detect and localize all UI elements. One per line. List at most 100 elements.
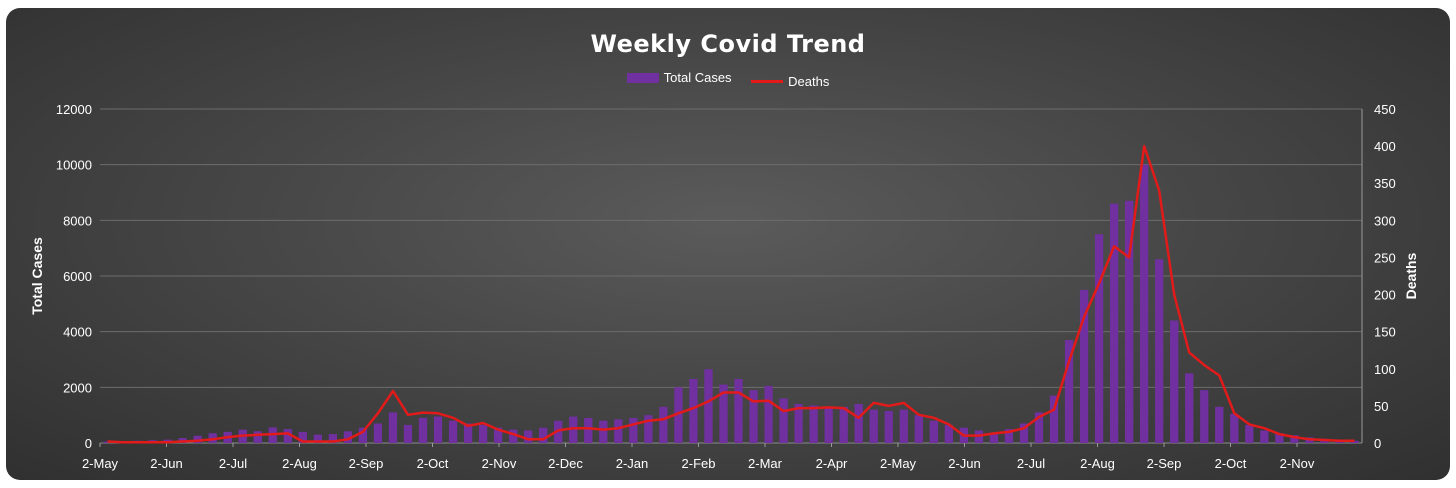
- case-bar: [253, 431, 262, 443]
- chart-plot: 0 2000 4000 6000 8000 10000 12000 0 50 100 150 200 2…: [29, 102, 1419, 471]
- case-bar: [1245, 424, 1254, 443]
- y2-tick-label: 400: [1374, 139, 1396, 154]
- y2-tick-label: 0: [1374, 436, 1381, 451]
- case-bar: [689, 378, 698, 443]
- legend-item-cases: Total Cases: [626, 70, 732, 85]
- x-tick-label: 2-Aug: [1080, 456, 1115, 471]
- case-bar: [1034, 412, 1044, 443]
- y-tick-label: 2000: [63, 380, 92, 395]
- case-bar: [283, 429, 292, 443]
- case-bar: [899, 409, 908, 443]
- x-tick-label: 2-Jul: [219, 456, 247, 471]
- y2-tick-label: 350: [1374, 176, 1396, 191]
- chart-frame: Weekly Covid Trend Total Cases Deaths 0 2…: [6, 8, 1450, 480]
- case-bar: [1275, 433, 1284, 443]
- case-bar: [463, 423, 473, 443]
- case-bar: [509, 429, 518, 443]
- case-bar: [809, 405, 818, 443]
- x-tick-label: 2-Sep: [1147, 456, 1182, 471]
- case-bar: [914, 415, 923, 443]
- y2-tick-label: 300: [1374, 213, 1396, 228]
- legend-item-deaths: Deaths: [751, 74, 829, 89]
- x-tick-label: 2-Oct: [417, 456, 449, 471]
- case-bar: [493, 427, 503, 443]
- case-bar: [644, 415, 653, 443]
- case-bar: [1124, 200, 1134, 443]
- case-bar: [1004, 429, 1014, 443]
- case-bar: [1140, 164, 1149, 443]
- y-tick-label: 8000: [63, 213, 92, 228]
- chart-title: Weekly Covid Trend: [590, 30, 866, 58]
- case-bar: [749, 390, 758, 443]
- x-tick-label: 2-Feb: [682, 456, 716, 471]
- x-tick-label: 2-Dec: [548, 456, 583, 471]
- x-tick-label: 2-Apr: [816, 456, 848, 471]
- case-bar: [1064, 340, 1074, 443]
- x-tick-label: 2-Oct: [1215, 456, 1247, 471]
- y2-tick-label: 450: [1374, 102, 1396, 117]
- case-bar: [298, 431, 307, 443]
- case-bar: [569, 416, 578, 443]
- x-tick-label: 2-Mar: [748, 456, 783, 471]
- case-bar: [1170, 320, 1179, 443]
- case-bar: [1049, 395, 1059, 443]
- case-bar: [433, 416, 443, 443]
- case-bar: [659, 406, 668, 443]
- case-bar: [358, 427, 368, 443]
- legend: Total Cases Deaths: [6, 70, 1450, 89]
- case-bar: [629, 417, 638, 443]
- case-bar: [418, 417, 428, 443]
- case-bar: [343, 431, 353, 443]
- case-bar: [554, 420, 563, 443]
- case-bar: [734, 378, 743, 443]
- case-bar: [478, 424, 488, 443]
- case-bar: [599, 420, 608, 443]
- case-bar: [704, 369, 713, 443]
- case-bar: [448, 420, 458, 443]
- y-tick-label: 12000: [56, 102, 92, 117]
- y-tick-label: 4000: [63, 325, 92, 340]
- case-bar: [1260, 430, 1269, 443]
- case-bar: [1019, 423, 1029, 443]
- y-tick-label: 6000: [63, 269, 92, 284]
- case-bar: [884, 410, 893, 443]
- y2-tick-label: 100: [1374, 362, 1396, 377]
- case-bar: [764, 385, 773, 443]
- x-tick-label: 2-Jun: [150, 456, 183, 471]
- x-tick-label: 2-Nov: [1280, 456, 1315, 471]
- y2-tick-label: 200: [1374, 288, 1396, 303]
- y-tick-label: 10000: [56, 158, 92, 173]
- case-bar: [869, 409, 878, 443]
- case-bar: [1185, 373, 1194, 443]
- case-bar: [929, 420, 938, 443]
- case-bar: [313, 434, 322, 443]
- legend-swatch-deaths: [751, 79, 784, 83]
- case-bar: [193, 435, 202, 443]
- case-bar: [854, 404, 863, 443]
- case-bar: [1215, 406, 1224, 443]
- x-tick-label: 2-Nov: [482, 456, 517, 471]
- legend-label-deaths: Deaths: [788, 73, 830, 89]
- case-bar: [839, 406, 848, 443]
- case-bar: [1230, 413, 1239, 443]
- x-tick-label: 2-Jan: [616, 456, 649, 471]
- case-bar: [1079, 289, 1089, 443]
- case-bar: [779, 398, 788, 443]
- x-tick-label: 2-Aug: [282, 456, 317, 471]
- case-bar: [403, 424, 413, 443]
- x-tick-label: 2-May: [880, 456, 917, 471]
- case-bar: [989, 433, 999, 443]
- case-bar: [388, 412, 398, 443]
- case-bar: [614, 419, 623, 443]
- y2-axis-title: Deaths: [1403, 252, 1419, 299]
- case-bar: [824, 406, 833, 443]
- y2-tick-label: 150: [1374, 325, 1396, 340]
- case-bar: [539, 427, 548, 443]
- case-bar: [328, 434, 338, 443]
- x-tick-label: 2-Jul: [1017, 456, 1045, 471]
- y2-tick-label: 50: [1374, 399, 1388, 414]
- y2-tick-label: 250: [1374, 250, 1396, 265]
- case-bar: [373, 423, 383, 443]
- case-bar: [1155, 259, 1164, 443]
- x-tick-label: 2-Jun: [948, 456, 981, 471]
